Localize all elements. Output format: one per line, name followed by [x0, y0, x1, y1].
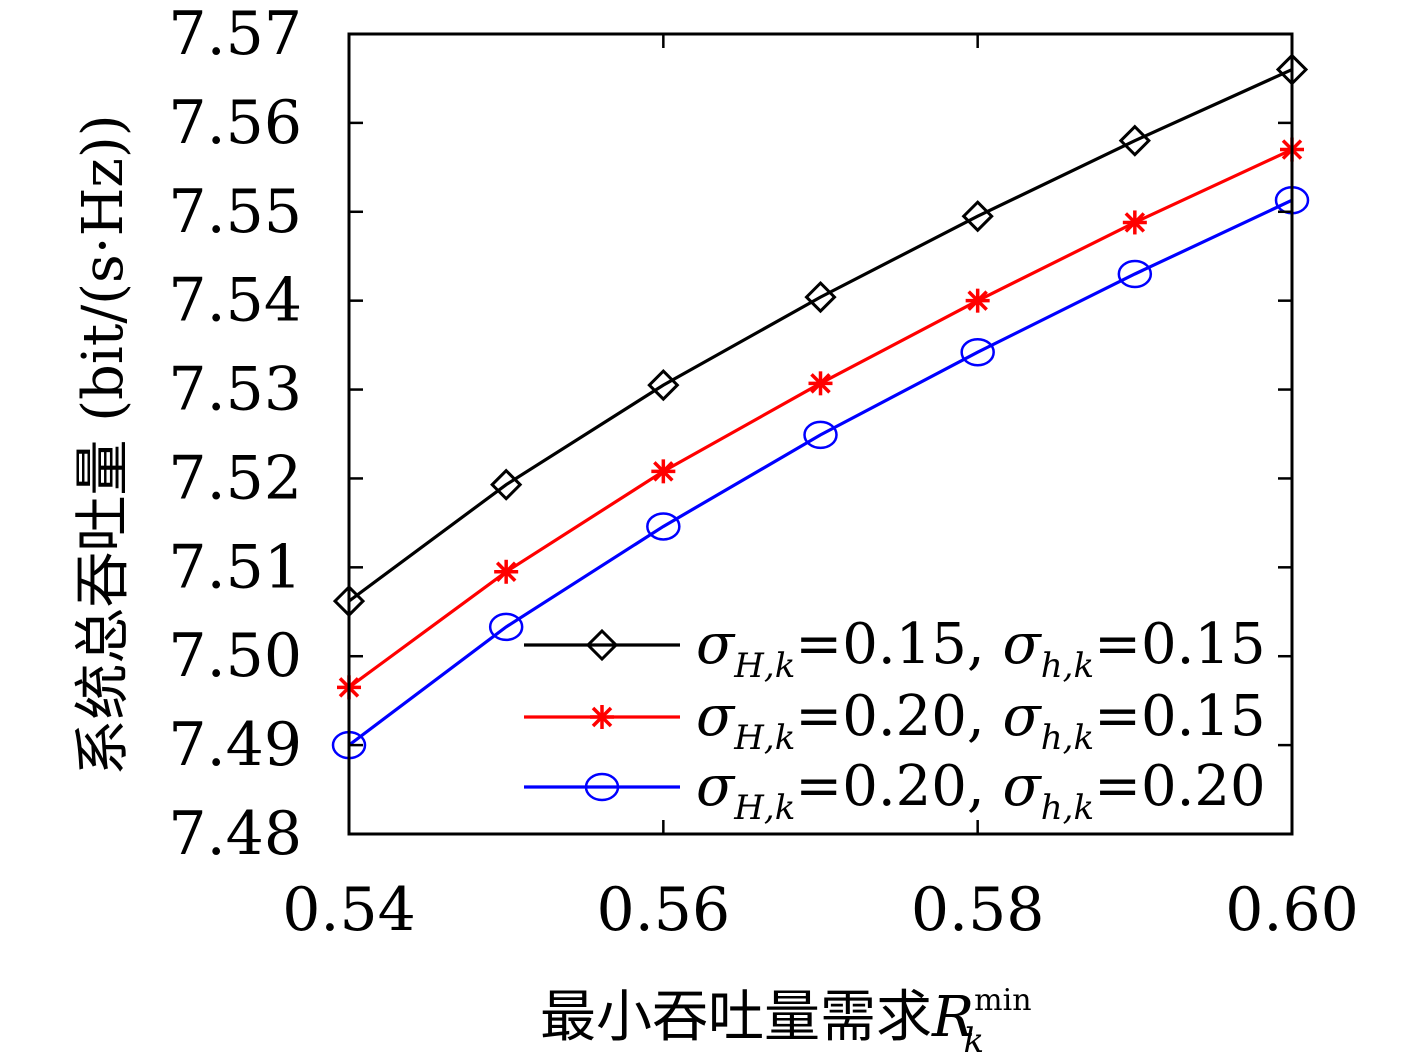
data-point	[808, 371, 833, 396]
legend-marker	[590, 705, 614, 729]
data-point	[646, 512, 681, 541]
y-tick-label: 7.51	[168, 532, 302, 602]
legend-label: σH,k=0.20, σh,k=0.20	[696, 754, 1266, 828]
legend-marker	[585, 628, 619, 662]
x-axis-label-symbol: R	[931, 985, 974, 1050]
legend-marker	[584, 772, 620, 802]
y-axis-label: 系统总吞吐量 (bit/(s·Hz))	[71, 114, 136, 775]
x-tick-label: 0.58	[911, 875, 1045, 945]
data-point	[494, 559, 519, 584]
axis-labels: 系统总吞吐量 (bit/(s·Hz)) 最小吞吐量需求Rmin k	[71, 114, 1032, 1061]
x-axis-label-sup: min	[974, 983, 1031, 1018]
data-point	[1118, 124, 1151, 157]
data-point	[960, 337, 995, 367]
y-tick-label: 7.48	[168, 799, 302, 869]
series-line	[348, 198, 1293, 747]
plot-frame	[347, 32, 1294, 836]
legend-item-2: σH,k=0.20, σh,k=0.15	[524, 684, 1266, 758]
data-point	[488, 612, 524, 642]
x-axis-label: 最小吞吐量需求Rmin k	[540, 983, 1032, 1058]
y-tick-label: 7.50	[168, 621, 302, 691]
x-tick-label: 0.60	[1225, 875, 1359, 945]
data-point	[1122, 210, 1147, 235]
data-point	[651, 459, 676, 484]
y-tick-label: 7.52	[168, 443, 302, 513]
x-tick-label: 0.54	[282, 875, 416, 945]
y-tick-label: 7.53	[168, 355, 302, 425]
data-point	[965, 288, 990, 313]
x-tick-label: 0.56	[597, 875, 731, 945]
data-point	[647, 368, 680, 402]
y-tick-label: 7.54	[168, 266, 302, 336]
data-point	[804, 280, 837, 314]
series-line	[348, 148, 1293, 689]
data-point	[803, 420, 838, 450]
legend-label: σH,k=0.15, σh,k=0.15	[696, 612, 1266, 686]
x-axis-label-text: 最小吞吐量需求	[540, 985, 932, 1050]
series-1	[332, 53, 1309, 618]
legend-label: σH,k=0.20, σh,k=0.15	[696, 684, 1266, 758]
data-point	[961, 200, 994, 233]
x-axis-label-sub: k	[964, 1021, 985, 1058]
y-tick-label: 7.56	[168, 88, 302, 158]
legend-item-3: σH,k=0.20, σh,k=0.20	[524, 754, 1266, 828]
y-tick-label: 7.55	[168, 177, 302, 247]
data-point	[1117, 259, 1153, 289]
y-tick-label: 7.49	[168, 710, 302, 780]
axes-layer: 0.54 0.56 0.58 0.60 7.48 7.49 7.50 7.51 7.52 7.53…	[168, 0, 1358, 945]
legend-item-1: σH,k=0.15, σh,k=0.15	[524, 612, 1266, 686]
series-line	[348, 68, 1293, 603]
data-point	[490, 468, 523, 501]
y-tick-label: 7.57	[168, 0, 302, 69]
